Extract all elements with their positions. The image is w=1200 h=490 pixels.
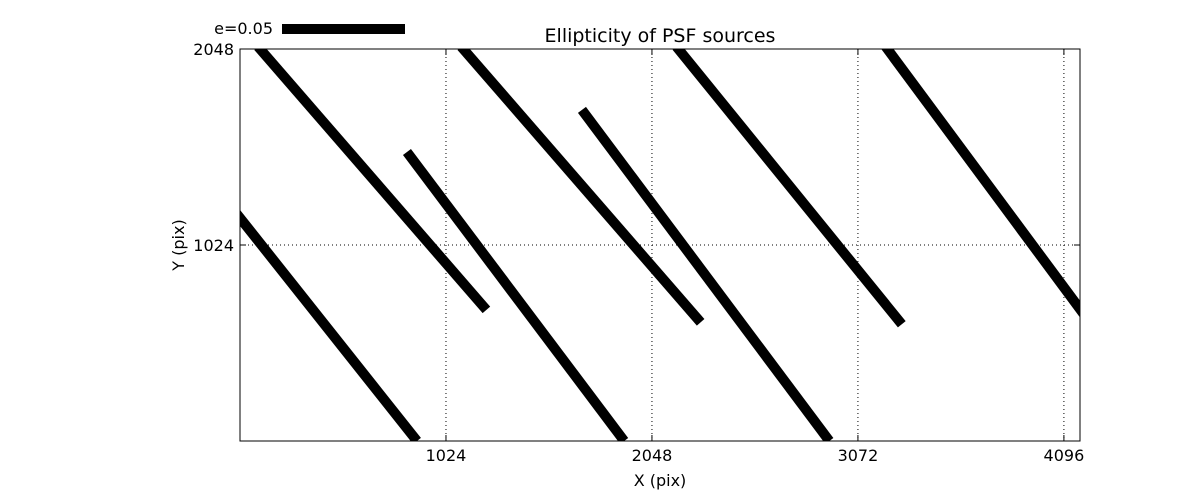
ellipticity-segment [881, 49, 1080, 318]
y-axis-label: Y (pix) [169, 219, 188, 271]
y-tick-label: 2048 [193, 40, 234, 59]
key-label: e=0.05 [214, 19, 273, 38]
x-axis-label: X (pix) [634, 471, 687, 490]
ellipticity-segment [240, 209, 421, 441]
y-tick-label: 1024 [193, 236, 234, 255]
ellipticity-segment [457, 49, 705, 326]
ellipticity-segment [672, 49, 906, 328]
x-tick-label: 4096 [1044, 446, 1085, 465]
ellipticity-segment [402, 148, 629, 441]
x-tick-label: 1024 [426, 446, 467, 465]
chart-title: Ellipticity of PSF sources [545, 25, 776, 47]
key-scale-bar [282, 24, 405, 34]
x-tick-label: 3072 [838, 446, 879, 465]
ellipticity-segment [577, 106, 834, 441]
segments-layer [240, 49, 1080, 441]
ellipticity-key: e=0.05 [214, 19, 405, 38]
grid-layer [240, 49, 1080, 441]
ellipticity-segment [254, 49, 491, 314]
x-tick-label: 2048 [632, 446, 673, 465]
tick-labels-layer: 1024 2048 3072 4096 1024 2048 [193, 40, 1084, 465]
ticks-layer [240, 48, 1080, 441]
